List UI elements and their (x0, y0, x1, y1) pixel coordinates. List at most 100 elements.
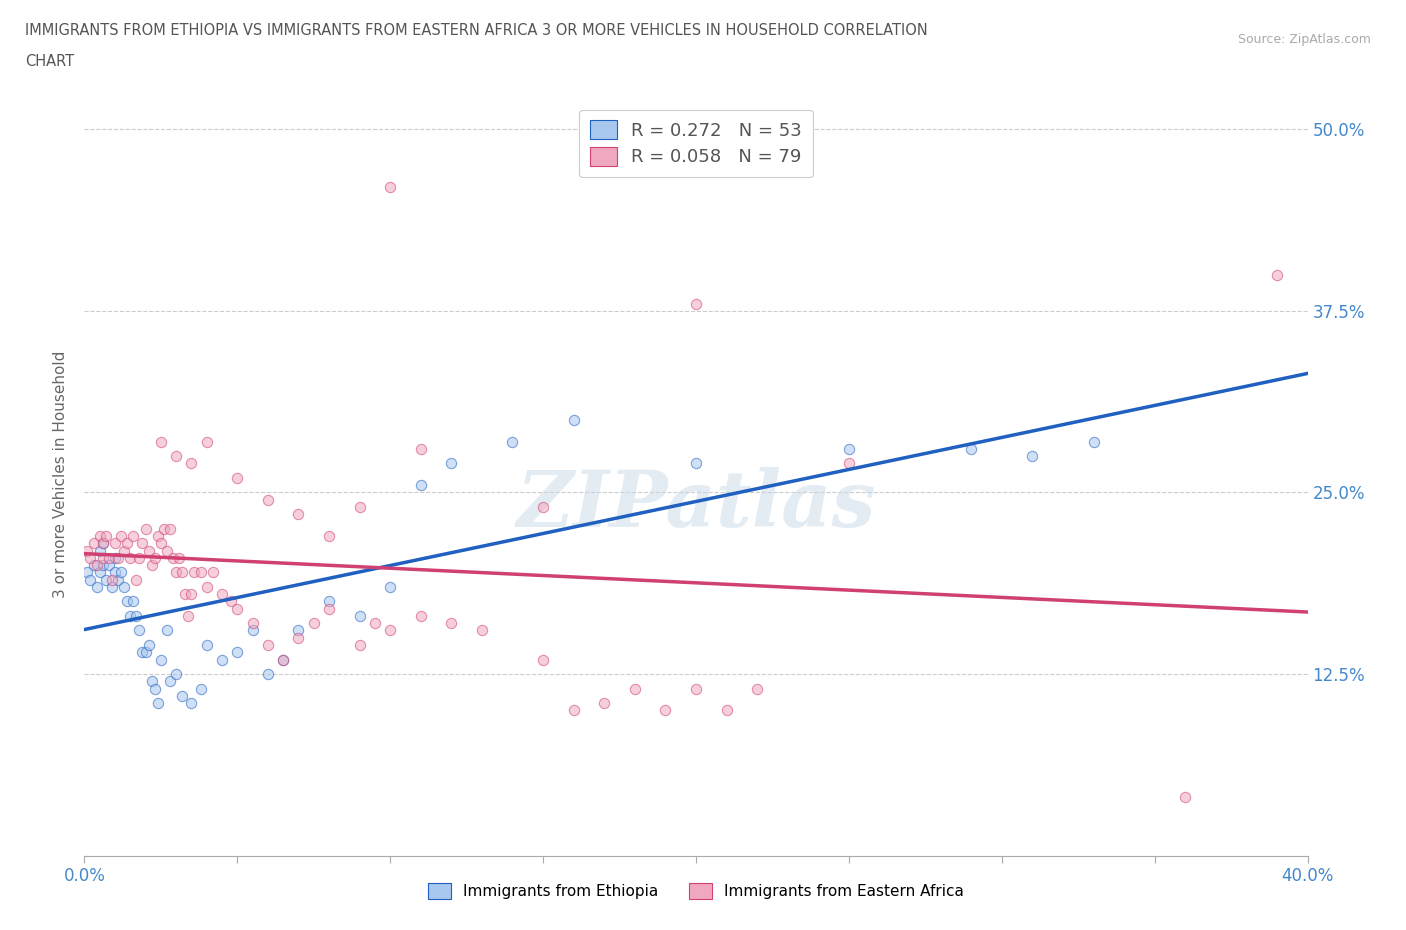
Point (838, 442, 860, 457)
Point (135, 522, 157, 537)
Point (86, 579, 108, 594)
Point (318, 528, 340, 543)
Point (110, 565, 132, 579)
Point (440, 616, 463, 631)
Point (76, 543, 98, 558)
Point (287, 631, 309, 645)
Point (219, 594, 242, 609)
Point (156, 543, 179, 558)
Point (165, 667, 187, 682)
Point (257, 638, 280, 653)
Point (165, 448, 187, 463)
Point (593, 696, 616, 711)
Point (226, 644, 249, 659)
Point (180, 587, 202, 602)
Text: Source: ZipAtlas.com: Source: ZipAtlas.com (1237, 33, 1371, 46)
Point (562, 703, 585, 718)
Point (125, 572, 148, 587)
Point (146, 696, 169, 711)
Point (101, 572, 124, 587)
Point (177, 608, 200, 623)
Point (128, 551, 150, 565)
Point (172, 565, 194, 579)
Point (242, 623, 264, 638)
Point (91, 536, 114, 551)
Point (122, 594, 145, 609)
Point (83, 536, 105, 551)
Legend: Immigrants from Ethiopia, Immigrants from Eastern Africa: Immigrants from Ethiopia, Immigrants fro… (422, 877, 970, 905)
Point (1083, 434, 1105, 449)
Point (112, 579, 135, 594)
Point (624, 681, 647, 696)
Point (409, 478, 432, 493)
Point (79, 551, 101, 565)
Point (349, 638, 371, 653)
Point (172, 688, 194, 703)
Point (97, 551, 120, 565)
Point (104, 551, 127, 565)
Point (318, 594, 340, 609)
Point (159, 522, 181, 537)
Point (125, 608, 148, 623)
Point (318, 601, 340, 616)
Point (138, 638, 160, 653)
Point (76, 565, 98, 579)
Point (101, 579, 124, 594)
Point (122, 528, 145, 543)
Point (287, 623, 309, 638)
Point (190, 681, 212, 696)
Point (1174, 790, 1197, 805)
Point (135, 644, 157, 659)
Point (747, 681, 769, 696)
Point (86, 558, 108, 573)
Point (201, 565, 224, 579)
Point (502, 434, 524, 449)
Point (380, 180, 402, 195)
Point (149, 536, 172, 551)
Point (115, 594, 138, 609)
Point (349, 499, 371, 514)
Point (257, 667, 280, 682)
Point (153, 522, 176, 537)
Point (271, 652, 294, 667)
Point (120, 608, 142, 623)
Point (107, 551, 129, 565)
Point (89, 543, 111, 558)
Point (174, 587, 197, 602)
Point (380, 579, 402, 594)
Point (156, 623, 179, 638)
Point (195, 579, 218, 594)
Point (190, 565, 212, 579)
Point (165, 565, 187, 579)
Point (89, 528, 111, 543)
Point (531, 652, 554, 667)
Point (531, 499, 554, 514)
Point (97, 558, 120, 573)
Point (141, 674, 163, 689)
Point (159, 674, 181, 689)
Point (183, 565, 205, 579)
Point (180, 696, 202, 711)
Text: ZIPatlas: ZIPatlas (516, 467, 876, 543)
Point (94, 572, 117, 587)
Point (146, 528, 169, 543)
Point (685, 681, 707, 696)
Point (162, 551, 184, 565)
Point (380, 623, 402, 638)
Point (195, 434, 218, 449)
Point (149, 434, 172, 449)
Point (112, 543, 135, 558)
Point (349, 608, 371, 623)
Point (104, 565, 127, 579)
Y-axis label: 3 or more Vehicles in Household: 3 or more Vehicles in Household (53, 351, 69, 598)
Point (287, 507, 309, 522)
Point (149, 652, 172, 667)
Point (226, 471, 249, 485)
Point (91, 551, 114, 565)
Point (89, 565, 111, 579)
Point (302, 616, 325, 631)
Point (91, 536, 114, 551)
Text: CHART: CHART (25, 54, 75, 69)
Point (143, 551, 166, 565)
Point (115, 536, 138, 551)
